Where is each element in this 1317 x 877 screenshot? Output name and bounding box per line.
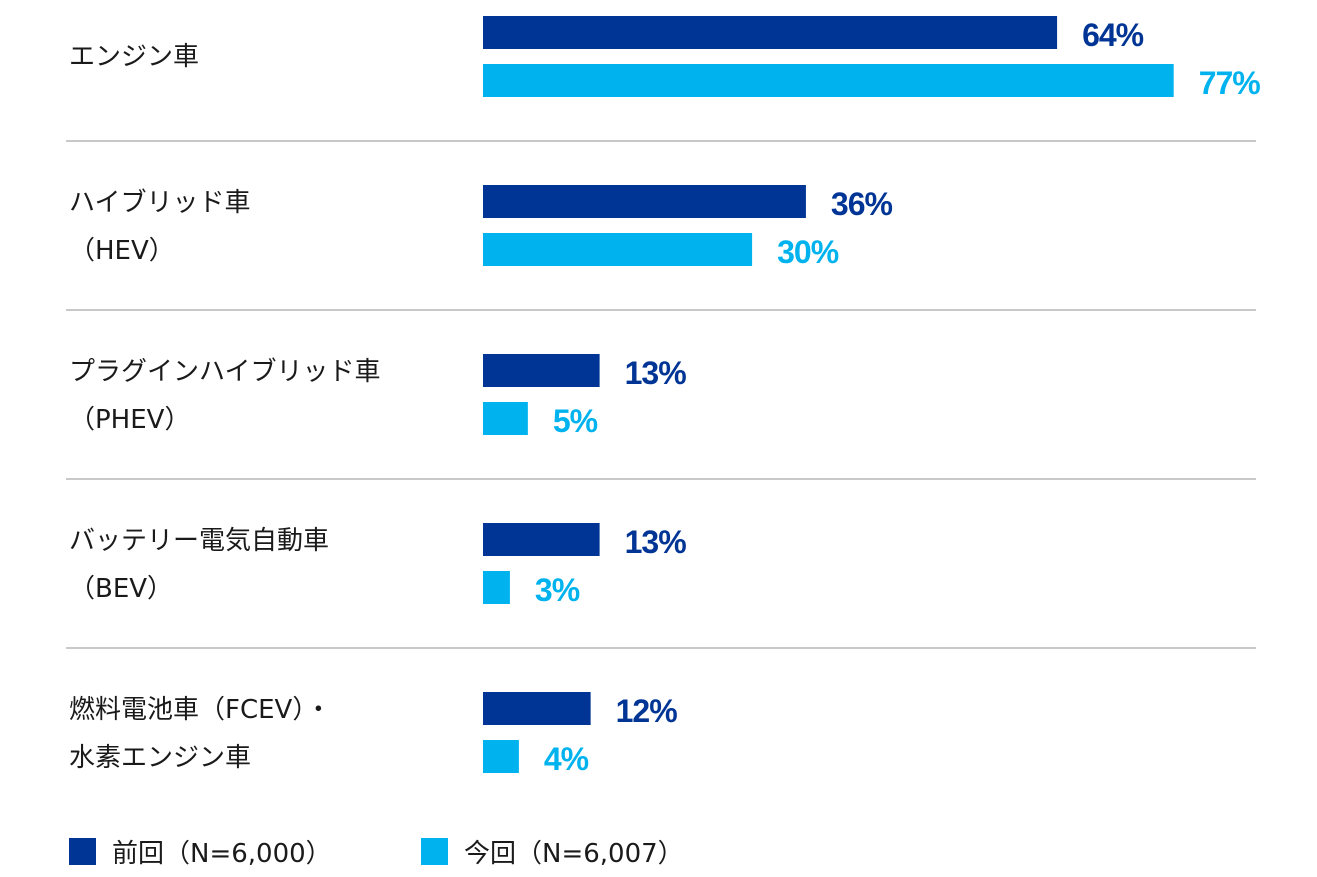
bar-current-2 [483, 402, 528, 435]
bar-previous-1 [483, 185, 806, 218]
legend-label-current: 今回（N=6,007） [464, 839, 684, 869]
bar-current-1 [483, 233, 753, 266]
category-label-2-line-1: （PHEV） [69, 405, 190, 435]
value-label-previous-1: 36% [831, 186, 893, 222]
legend-label-previous: 前回（N=6,000） [112, 839, 332, 869]
category-label-0-line-0: エンジン車 [69, 42, 199, 72]
value-label-previous-0: 64% [1082, 17, 1144, 53]
value-label-current-3: 3% [535, 572, 580, 608]
bar-current-3 [483, 571, 510, 604]
category-label-1-line-0: ハイブリッド車 [69, 188, 250, 218]
category-label-3-line-0: バッテリー電気自動車 [69, 526, 329, 556]
category-label-2-line-0: プラグインハイブリッド車 [69, 357, 380, 387]
bar-previous-2 [483, 354, 600, 387]
category-label-4-line-0: 燃料電池車（FCEV）・ [69, 695, 331, 725]
bar-previous-0 [483, 16, 1058, 49]
category-label-3-line-1: （BEV） [69, 574, 173, 604]
bar-previous-4 [483, 692, 591, 725]
value-label-current-2: 5% [553, 403, 598, 439]
bar-previous-3 [483, 523, 600, 556]
value-label-current-4: 4% [544, 741, 589, 777]
value-label-previous-3: 13% [625, 524, 687, 560]
value-label-current-1: 30% [777, 234, 839, 270]
bar-current-4 [483, 740, 519, 773]
value-label-current-0: 77% [1199, 65, 1261, 101]
value-label-previous-4: 12% [616, 693, 678, 729]
category-label-1-line-1: （HEV） [69, 236, 175, 266]
value-label-previous-2: 13% [625, 355, 687, 391]
legend-swatch-current [421, 838, 448, 865]
category-label-4-line-1: 水素エンジン車 [69, 743, 251, 773]
legend-swatch-previous [69, 838, 96, 865]
bar-current-0 [483, 64, 1174, 97]
